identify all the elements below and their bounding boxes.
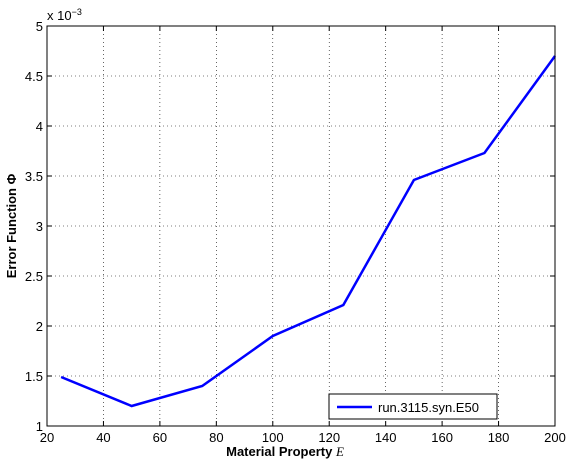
tick-labels: 20 40 60 80 100 120 140 160 180 200 1 1.5 2 2.5 3 3.5 4 4… (25, 19, 566, 445)
x-tick-label: 80 (209, 430, 223, 445)
x-tick-label: 20 (40, 430, 54, 445)
x-tick-label: 200 (544, 430, 566, 445)
legend-label: run.3115.syn.E50 (378, 400, 479, 415)
y-multiplier-base: x 10 (47, 8, 72, 23)
x-axis-label: Material Property E (226, 444, 344, 459)
y-multiplier: x 10−3 (47, 7, 82, 23)
x-axis-label-symbol: E (335, 444, 344, 459)
x-axis-label-text: Material Property (226, 444, 336, 459)
y-tick-label: 2 (36, 319, 43, 334)
axis-ticks (46, 25, 556, 427)
y-axis-label: Error Function Φ (4, 173, 19, 278)
x-tick-label: 160 (431, 430, 453, 445)
y-tick-label: 3 (36, 219, 43, 234)
series-line (60, 55, 557, 408)
x-tick-label: 120 (318, 430, 340, 445)
y-tick-label: 1.5 (25, 369, 43, 384)
y-tick-label: 3.5 (25, 169, 43, 184)
y-tick-label: 2.5 (25, 269, 43, 284)
y-tick-label: 1 (36, 419, 43, 434)
y-tick-label: 4.5 (25, 69, 43, 84)
x-tick-label: 100 (262, 430, 284, 445)
y-tick-label: 5 (36, 19, 43, 34)
series-layer (60, 55, 557, 408)
x-tick-label: 40 (96, 430, 110, 445)
legend: run.3115.syn.E50 (328, 393, 498, 420)
grid-lines (47, 26, 555, 426)
x-tick-label: 60 (153, 430, 167, 445)
y-multiplier-exponent: −3 (72, 7, 82, 17)
x-tick-label: 140 (375, 430, 397, 445)
x-tick-label: 180 (488, 430, 510, 445)
y-tick-label: 4 (36, 119, 43, 134)
